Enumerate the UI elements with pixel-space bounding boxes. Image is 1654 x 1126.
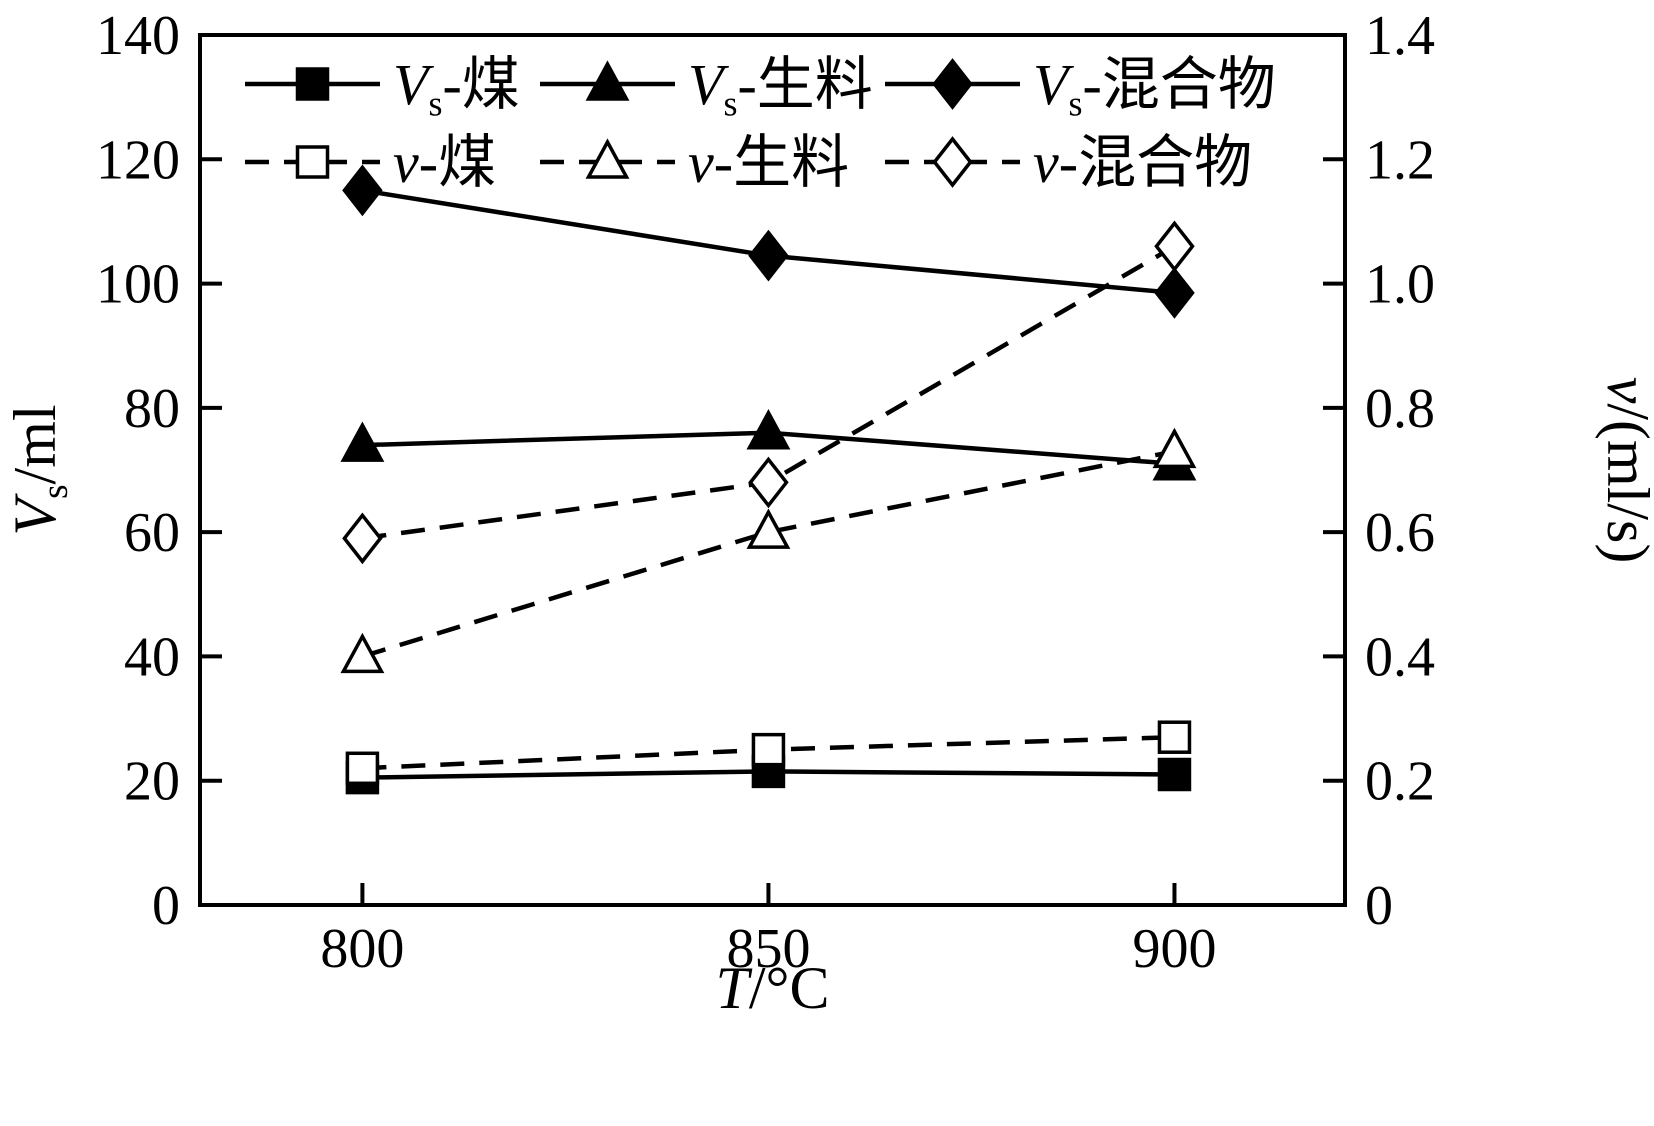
- diamond-marker: [342, 164, 383, 217]
- diamond-marker: [748, 229, 789, 282]
- right-tick-label: 0: [1365, 875, 1393, 937]
- triangle-marker: [340, 632, 385, 674]
- legend-label: v-生料: [688, 130, 849, 195]
- legend: Vs-煤 Vs-生料 Vs-混合物 v-煤 v-生料 v-混合物: [245, 52, 1276, 195]
- right-axis: 0 0.2 0.4 0.6 0.8 1.0 1.2 1.4: [1323, 5, 1435, 937]
- legend-label: Vs-混合物: [1033, 52, 1276, 124]
- x-tick-label: 900: [1132, 918, 1216, 980]
- legend-label: Vs-生料: [688, 52, 873, 124]
- left-tick-label: 0: [152, 875, 180, 937]
- square-marker: [295, 67, 330, 101]
- diamond-marker: [342, 512, 383, 565]
- left-tick-label: 80: [124, 378, 180, 440]
- right-tick-label: 0.6: [1365, 502, 1435, 564]
- right-tick-label: 1.0: [1365, 254, 1435, 316]
- triangle-marker: [585, 60, 630, 101]
- diamond-marker: [748, 456, 789, 509]
- triangle-marker: [585, 138, 630, 179]
- right-axis-title: v/(ml/s): [1595, 377, 1654, 564]
- x-axis: 800 850 900: [320, 883, 1216, 980]
- right-tick-label: 1.2: [1365, 129, 1435, 191]
- triangle-marker: [1152, 427, 1197, 469]
- legend-label: Vs-煤: [393, 52, 520, 124]
- square-marker: [1157, 757, 1192, 792]
- left-tick-label: 20: [124, 751, 180, 813]
- left-axis-title: Vs/ml: [2, 404, 76, 535]
- x-axis-title: T/°C: [715, 955, 829, 1021]
- series: [340, 164, 1197, 795]
- right-tick-label: 0.8: [1365, 378, 1435, 440]
- plot-frame: [198, 33, 1347, 907]
- x-tick-label: 800: [320, 918, 404, 980]
- left-tick-label: 60: [124, 502, 180, 564]
- square-marker: [345, 751, 380, 786]
- diamond-marker: [1154, 267, 1195, 319]
- triangle-marker: [340, 421, 385, 462]
- triangle-marker: [746, 409, 791, 450]
- triangle-marker: [746, 508, 791, 549]
- right-tick-label: 0.2: [1365, 751, 1435, 813]
- legend-label: v-混合物: [1033, 130, 1252, 195]
- right-tick-label: 0.4: [1365, 626, 1435, 688]
- diamond-marker: [1154, 220, 1195, 273]
- square-marker: [1157, 720, 1192, 754]
- diamond-marker: [932, 58, 973, 110]
- left-axis: 0 20 40 60 80 100 120 140: [96, 5, 222, 937]
- right-tick-label: 1.4: [1365, 5, 1435, 67]
- left-tick-label: 40: [124, 626, 180, 688]
- square-marker: [295, 145, 330, 179]
- left-tick-label: 140: [96, 5, 180, 67]
- square-marker: [751, 732, 786, 767]
- left-tick-label: 120: [96, 129, 180, 191]
- left-tick-label: 100: [96, 254, 180, 316]
- legend-label: v-煤: [393, 130, 496, 195]
- x-tick-label: 850: [726, 918, 810, 980]
- diamond-marker: [932, 136, 973, 188]
